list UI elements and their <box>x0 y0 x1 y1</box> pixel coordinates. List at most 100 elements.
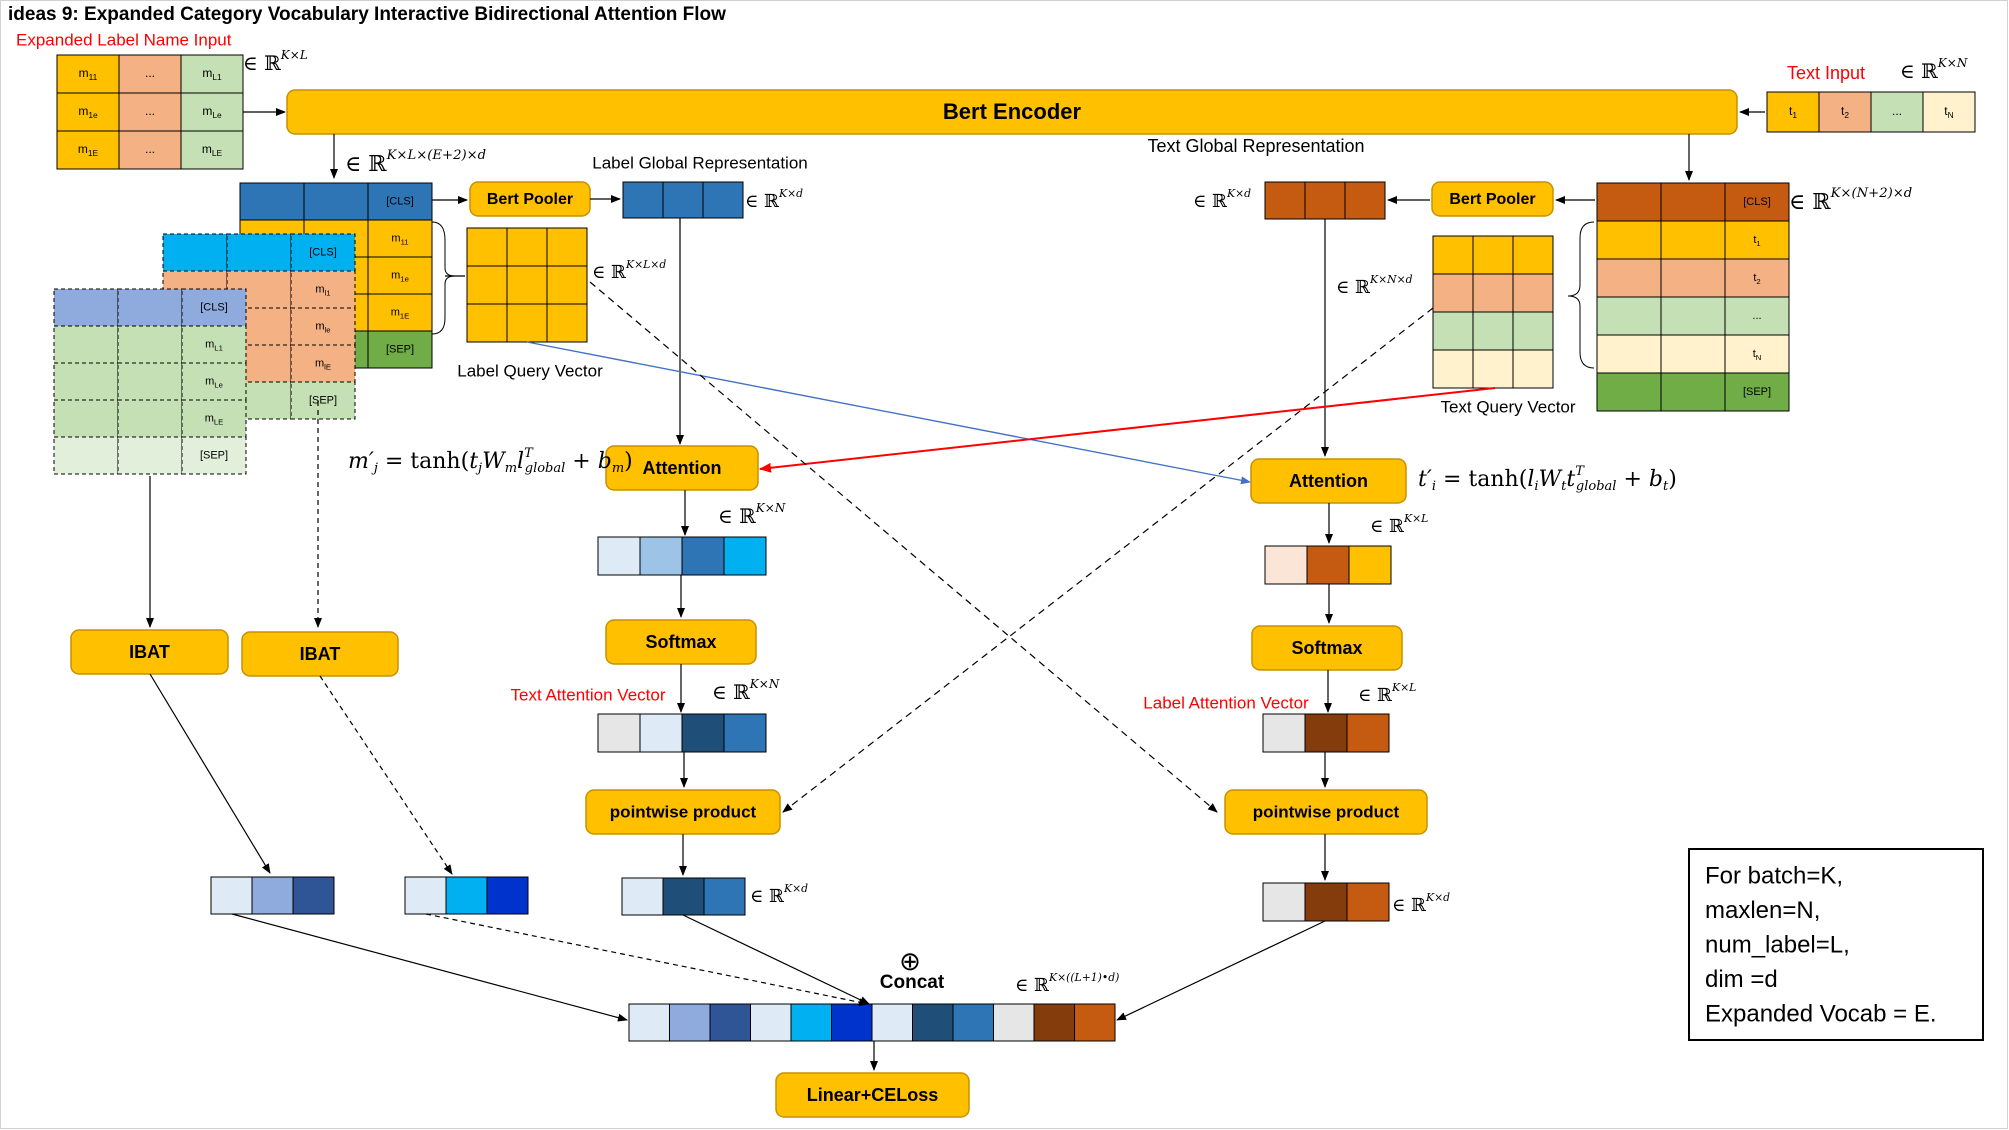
label-query-cell <box>546 265 588 305</box>
text-stack-cell <box>1660 372 1726 412</box>
label-stack1-cell <box>367 219 433 258</box>
label-stack2-token: [SEP] <box>309 394 337 406</box>
ibat1-vector-cell-0 <box>210 876 253 915</box>
label-stack3-token: [CLS] <box>200 301 228 313</box>
label-stack1-token: [CLS] <box>386 195 414 207</box>
label-attention-vector-cell-2 <box>1346 713 1390 753</box>
label-input-cell <box>180 92 244 132</box>
text-stack-cell <box>1660 220 1726 260</box>
text-stack-token: t1 <box>1753 234 1760 248</box>
dim-pointwise-left: ∈ ℝK×d <box>750 882 808 907</box>
label-query-cell <box>506 227 548 267</box>
attention-left-vector-cell-3 <box>723 536 767 576</box>
text-query-cell <box>1512 311 1554 351</box>
arrow-ibat1-vec-to-concat <box>231 913 628 1022</box>
label-global-vector-cell-0 <box>622 181 664 219</box>
pointwise-right-vector-cell-1 <box>1304 882 1348 922</box>
text-stack-cell <box>1660 334 1726 374</box>
label-input-token: m11 <box>79 66 98 82</box>
label-input-token: ... <box>145 104 155 118</box>
label-input-token: mLE <box>202 142 223 158</box>
ibat2-vector-cell-0 <box>404 876 447 915</box>
concat-vector-cell-4 <box>790 1003 832 1042</box>
pointwise-right-vector-cell-2 <box>1346 882 1390 922</box>
text-global-vector-cell-1 <box>1304 181 1346 220</box>
attention-right-vector-cell-1 <box>1306 545 1350 585</box>
text-attention-vector-cell-3 <box>723 713 767 753</box>
dim-attention-left: ∈ ℝK×N <box>718 501 786 528</box>
label-global-vector-cell-2 <box>702 181 744 219</box>
text-input-cell <box>1922 91 1976 133</box>
label-stack2-cell <box>226 233 292 272</box>
legend-line: dim =d <box>1705 966 1778 993</box>
concat-vector-cell-0 <box>628 1003 670 1042</box>
label-stack1-token: m1e <box>391 269 409 283</box>
label-stack2-cell <box>162 233 228 272</box>
label-query-vector-label: Label Query Vector <box>457 361 603 380</box>
concat-vector-cell-10 <box>1033 1003 1075 1042</box>
text-stack-token: t2 <box>1753 272 1760 286</box>
pointwise-right-vector-cell-0 <box>1262 882 1306 922</box>
ibat-2-label: IBAT <box>300 644 341 664</box>
attention-left-vector-cell-0 <box>597 536 641 576</box>
concat-vector-cell-8 <box>952 1003 994 1042</box>
arrow-ibat1-to-vec <box>149 673 271 874</box>
attention-right-vector-cell-0 <box>1264 545 1308 585</box>
dim-text-input: ∈ ℝK×N <box>1900 56 1968 83</box>
label-stack3-cell <box>53 288 119 327</box>
pointwise-right-label: pointwise product <box>1253 802 1400 821</box>
text-global-vector-cell-2 <box>1344 181 1386 220</box>
label-global-vector-cell-1 <box>662 181 704 219</box>
text-stack-cell <box>1596 372 1662 412</box>
label-stack3-cell <box>53 436 119 475</box>
text-query-cell <box>1512 349 1554 389</box>
label-stack1-cell <box>303 182 369 221</box>
text-query-cell <box>1432 311 1474 351</box>
concat-vector-cell-2 <box>709 1003 751 1042</box>
label-input-cell <box>118 54 182 94</box>
label-stack3-cell <box>117 288 183 327</box>
text-input-token: tN <box>1944 104 1953 120</box>
label-input-cell <box>56 92 120 132</box>
label-input-token: mLe <box>202 104 222 120</box>
softmax-right <box>1251 625 1403 671</box>
text-input-cell <box>1870 91 1924 133</box>
dim-label-query: ∈ ℝK×L×d <box>592 258 666 283</box>
linear-celoss <box>775 1072 970 1118</box>
text-stack-token: ... <box>1752 310 1761 322</box>
text-global-vector-cell-0 <box>1264 181 1306 220</box>
arrow-label-query-to-pointwise-right <box>589 281 1218 813</box>
label-stack2-token: ml1 <box>315 283 330 297</box>
label-stack1-token: m11 <box>391 232 408 246</box>
label-input-cell <box>56 54 120 94</box>
dim-text-attention: ∈ ℝK×N <box>712 677 780 704</box>
arrow-text-query-to-pointwise-left <box>782 307 1434 813</box>
legend-box <box>1688 848 1984 1041</box>
label-stack2-cell <box>290 344 356 383</box>
dim-label-input: ∈ ℝK×L <box>243 48 308 75</box>
text-query-cell <box>1512 235 1554 275</box>
label-stack2-cell <box>290 233 356 272</box>
text-stack-cell <box>1724 258 1790 298</box>
bert-pooler-left-label: Bert Pooler <box>487 191 573 208</box>
legend-line: num_label=L, <box>1705 931 1850 958</box>
label-stack1-cell <box>367 256 433 295</box>
label-input-cell <box>118 130 182 170</box>
text-stack-cell <box>1724 220 1790 260</box>
attention-left-label: Attention <box>643 458 722 478</box>
label-input-token: mL1 <box>202 66 222 82</box>
label-stack3-cell <box>53 362 119 401</box>
label-stack1-cell <box>367 293 433 332</box>
dim-label-attention: ∈ ℝK×L <box>1358 681 1416 706</box>
label-input-token: ... <box>145 142 155 156</box>
label-stack3-cell <box>181 325 247 364</box>
label-stack3-token: mLe <box>205 375 223 389</box>
dim-text-query: ∈ ℝK×N×d <box>1336 273 1413 298</box>
text-stack-cell <box>1660 296 1726 336</box>
label-stack3-cell <box>117 436 183 475</box>
brace-label <box>431 221 456 335</box>
equation-m-prime: m′j = tanh(tjWmlT global + bm) <box>348 446 633 476</box>
pointwise-right <box>1224 789 1428 835</box>
text-stack-token: [SEP] <box>1743 386 1771 398</box>
